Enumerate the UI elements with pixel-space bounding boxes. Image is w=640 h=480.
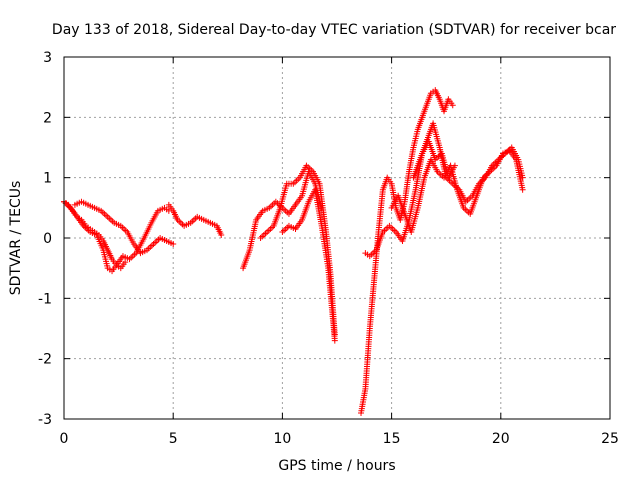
series-track-g <box>279 186 338 344</box>
y-tick-label: 1 <box>43 171 52 187</box>
data-point <box>519 186 526 193</box>
series-track-b <box>61 198 172 275</box>
x-axis-label: GPS time / hours <box>278 458 395 474</box>
y-tick-label: -1 <box>38 291 52 307</box>
y-tick-label: 3 <box>43 50 52 66</box>
x-tick-label: 10 <box>273 431 291 447</box>
axis-ticks <box>63 56 611 420</box>
y-tick-label: -3 <box>38 412 52 428</box>
chart-title: Day 133 of 2018, Sidereal Day-to-day VTE… <box>52 22 616 38</box>
y-tick-label: -2 <box>38 352 52 368</box>
x-tick-label: 0 <box>60 431 69 447</box>
data-point <box>170 241 177 248</box>
series-track-f <box>257 162 338 338</box>
x-tick-label: 15 <box>383 431 401 447</box>
y-tick-label: 2 <box>43 110 52 126</box>
data-points <box>61 87 526 416</box>
series-track-c <box>71 198 177 257</box>
grid-lines <box>64 57 610 419</box>
data-point <box>331 337 338 344</box>
series-track-d <box>165 201 225 238</box>
x-tick-label: 25 <box>601 431 619 447</box>
x-tick-label: 20 <box>492 431 510 447</box>
y-axis-label: SDTVAR / TECUs <box>8 181 24 296</box>
y-tick-label: 0 <box>43 231 52 247</box>
data-point <box>519 174 526 181</box>
data-point <box>122 259 129 266</box>
x-tick-labels: 0 5 10 15 20 25 <box>60 431 619 447</box>
y-tick-labels: -3 -2 -1 0 1 2 3 <box>38 50 52 428</box>
series-track-k <box>410 120 526 205</box>
series-track-e <box>240 168 325 272</box>
data-point <box>218 231 225 238</box>
data-point <box>449 102 456 109</box>
x-tick-label: 5 <box>169 431 178 447</box>
